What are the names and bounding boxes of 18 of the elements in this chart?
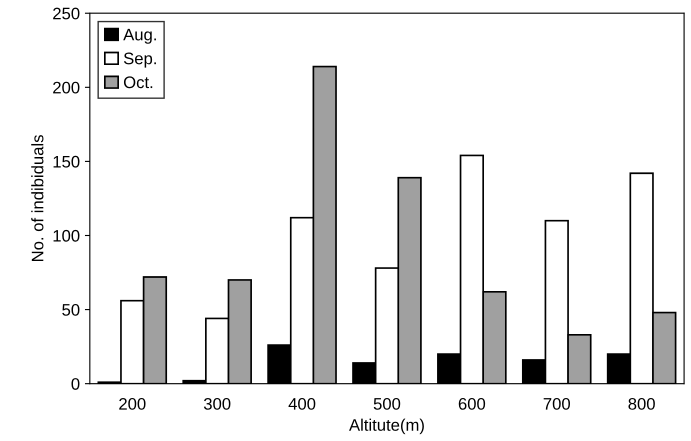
y-axis-title: No. of indibiduals: [31, 135, 44, 262]
x-axis-title: Altitute(m): [349, 418, 424, 434]
x-tick-label: 600: [458, 398, 486, 410]
legend-label: Sep.: [124, 52, 156, 68]
x-tick-label: 500: [374, 398, 400, 410]
y-tick-label: 50: [62, 304, 80, 316]
x-tick-label: 300: [204, 398, 230, 410]
legend-label: Oct.: [124, 76, 152, 88]
y-tick-label: 150: [54, 156, 80, 168]
y-tick-label: 100: [54, 230, 80, 242]
y-tick-label: 250: [53, 8, 80, 20]
y-tick-label: 200: [53, 82, 80, 94]
x-tick-label: 700: [544, 398, 570, 410]
x-tick-label: 400: [288, 398, 316, 410]
legend-label: Aug.: [123, 28, 156, 44]
y-tick-label: 0: [71, 378, 80, 390]
x-tick-label: 800: [628, 398, 655, 410]
x-tick-label: 200: [119, 398, 146, 410]
